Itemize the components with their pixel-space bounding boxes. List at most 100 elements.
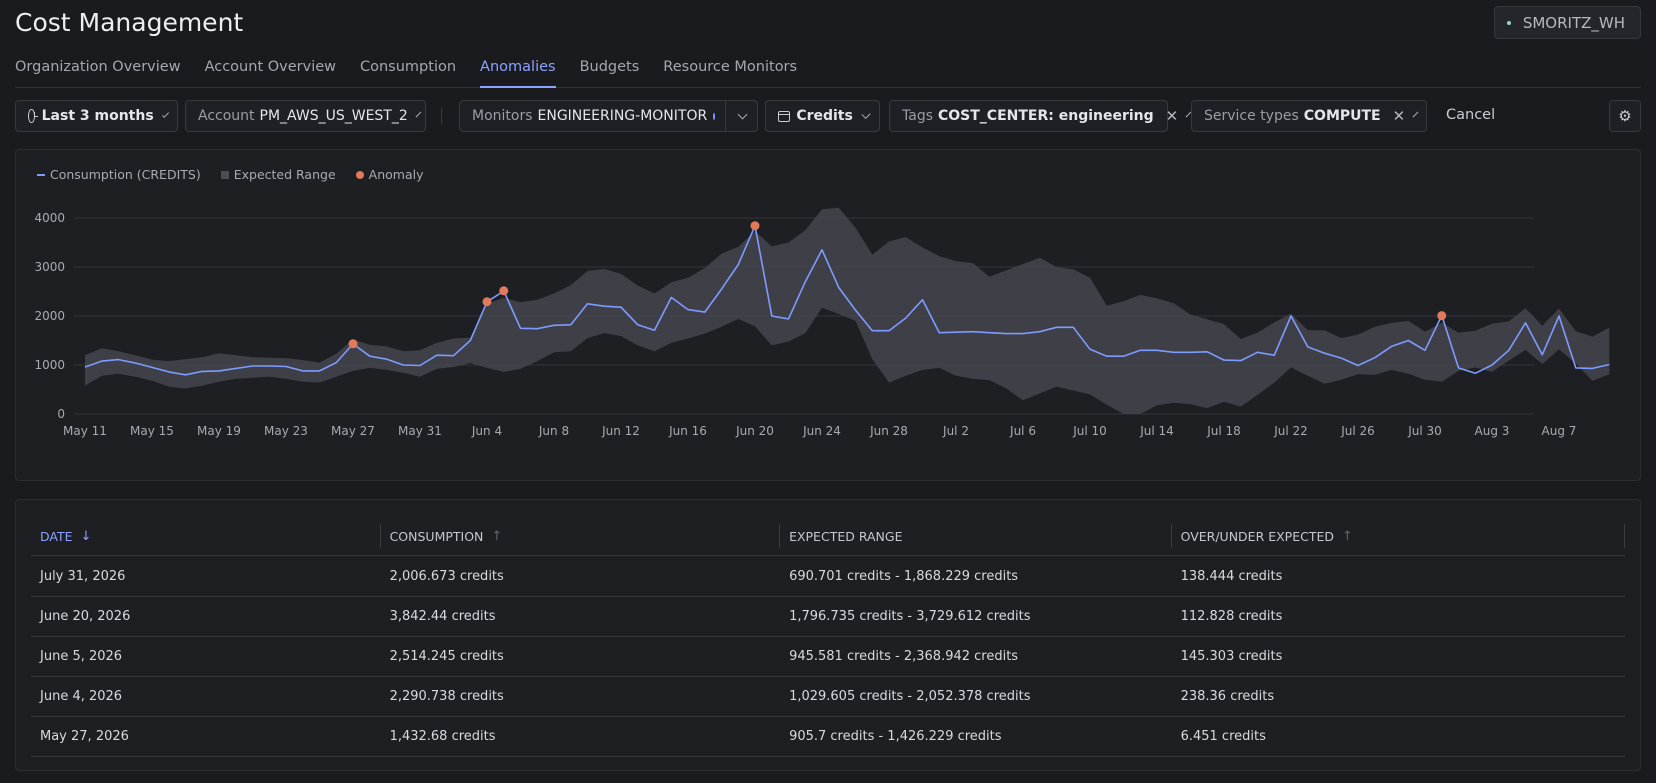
anomaly-table: DATE ↓ CONSUMPTION ↑ EXPECTED RANGE OVER/U… [15,499,1641,771]
tab-organization-overview[interactable]: Organization Overview [15,59,181,75]
gear-icon: ⚙ [1618,108,1632,125]
y-tick-label: 0 [57,407,65,421]
cell-date: June 20, 2026 [40,609,131,624]
monitors-dropdown-toggle[interactable] [725,100,758,132]
sort-arrow-down-icon: ↓ [80,528,92,544]
column-header-date[interactable]: DATE ↓ [31,524,381,548]
warehouse-label: SMORITZ_WH [1522,13,1625,32]
cell-expected-range: 905.7 credits - 1,426.229 credits [789,729,1002,744]
tab-account-overview[interactable]: Account Overview [204,59,336,75]
x-tick-label: Jul 2 [942,424,969,438]
x-tick-label: Jul 18 [1206,424,1241,438]
legend-expected-range[interactable]: Expected Range [220,167,336,182]
x-tick-label: Jun 4 [471,424,502,438]
anomaly-dot-icon [355,170,364,179]
clock-icon [28,109,38,123]
service-types-filter[interactable]: Service types COMPUTE ✕ [1191,100,1427,132]
x-tick-label: Jul 6 [1009,424,1036,438]
cell-consumption: 2,514.245 credits [389,649,504,664]
cell-expected-range: 1,796.735 credits - 3,729.612 credits [789,609,1031,624]
legend-consumption-label: Consumption (CREDITS) [50,167,201,182]
tab-resource-monitors[interactable]: Resource Monitors [663,59,798,75]
cell-consumption: 1,432.68 credits [389,729,496,744]
table-row[interactable]: June 5, 2026 2,514.245 credits 945.581 c… [31,637,1625,677]
y-tick-label: 1000 [34,358,65,372]
cell-consumption: 2,006.673 credits [389,569,504,584]
column-label: EXPECTED RANGE [789,528,903,544]
chevron-down-icon [1412,111,1419,117]
chevron-down-icon [415,111,422,117]
column-header-consumption[interactable]: CONSUMPTION ↑ [381,524,781,548]
table-row[interactable]: June 20, 2026 3,842.44 credits 1,796.735… [31,597,1625,637]
tab-consumption[interactable]: Consumption [360,59,457,75]
cell-date: June 5, 2026 [40,649,123,664]
tab-bar: Organization Overview Account Overview C… [15,56,1641,88]
column-header-expected-range[interactable]: EXPECTED RANGE [780,524,1172,548]
x-tick-label: Jul 26 [1340,424,1375,438]
monitors-value: ENGINEERING-MONITOR [537,108,708,124]
unit-value: Credits [796,108,853,124]
cell-over-under: 112.828 credits [1180,609,1283,624]
cell-consumption: 2,290.738 credits [389,689,504,704]
anomaly-chart-card: 0 1000 2000 3000 4000 May 11 May 15 May 19 May 2… [15,149,1641,481]
x-tick-label: May 31 [398,424,442,438]
date-range-value: Last 3 months [41,108,154,124]
close-icon[interactable]: ✕ [1392,107,1406,125]
y-tick-label: 4000 [34,211,65,225]
cell-date: June 4, 2026 [40,689,123,704]
cell-over-under: 145.303 credits [1180,649,1283,664]
cell-date: May 27, 2026 [40,729,129,744]
service-types-value: COMPUTE [1303,108,1381,124]
cell-over-under: 6.451 credits [1180,729,1266,744]
unit-dropdown[interactable]: Credits [765,100,880,132]
close-icon[interactable]: ✕ [1165,107,1179,125]
account-dropdown[interactable]: Account PM_AWS_US_WEST_2 [185,100,426,132]
cancel-button[interactable]: Cancel [1446,107,1496,123]
column-label: DATE [40,528,73,544]
x-tick-label: Aug 7 [1542,424,1577,438]
date-range-dropdown[interactable]: Last 3 months [15,100,178,132]
legend-consumption[interactable]: Consumption (CREDITS) [37,167,201,182]
column-label: OVER/UNDER EXPECTED [1180,528,1335,544]
monitors-selector[interactable]: Monitors ENGINEERING-MONITOR [459,100,726,132]
credit-card-icon [778,110,791,122]
x-tick-label: Jul 10 [1072,424,1107,438]
legend-anomaly[interactable]: Anomaly [355,167,424,182]
x-tick-label: Jun 24 [802,424,841,438]
cell-expected-range: 690.701 credits - 1,868.229 credits [789,569,1019,584]
filter-bar: Last 3 months Account PM_AWS_US_WEST_2 M… [15,100,1641,132]
tags-label: Tags [902,108,933,124]
cell-expected-range: 945.581 credits - 2,368.942 credits [789,649,1019,664]
x-tick-label: May 19 [197,424,241,438]
x-tick-label: Jun 28 [869,424,908,438]
x-tick-label: Jun 12 [601,424,640,438]
monitors-label: Monitors [472,108,533,124]
tags-value: COST_CENTER: engineering [938,108,1154,124]
status-dot-icon [1506,20,1511,25]
table-row[interactable]: June 4, 2026 2,290.738 credits 1,029.605… [31,677,1625,717]
legend-anomaly-label: Anomaly [368,167,424,182]
cell-consumption: 3,842.44 credits [389,609,496,624]
account-label: Account [198,108,255,124]
anomaly-chart: 0 1000 2000 3000 4000 May 11 May 15 May 19 May 2… [34,207,1610,438]
line-swatch-icon [37,173,45,176]
chevron-down-icon [861,109,871,119]
y-tick-label: 2000 [34,309,65,323]
column-label: CONSUMPTION [389,528,484,544]
table-header: DATE ↓ CONSUMPTION ↑ EXPECTED RANGE OVER/U… [31,524,1625,556]
warehouse-selector[interactable]: SMORITZ_WH [1493,6,1641,39]
service-types-label: Service types [1204,108,1299,124]
consumption-line [84,225,1610,376]
column-header-over-under[interactable]: OVER/UNDER EXPECTED ↑ [1172,524,1625,548]
x-tick-label: Jun 8 [538,424,569,438]
tab-anomalies[interactable]: Anomalies [480,56,556,88]
table-row[interactable]: July 31, 2026 2,006.673 credits 690.701 … [31,557,1625,597]
x-tick-label: May 27 [331,424,375,438]
settings-button[interactable]: ⚙ [1609,100,1641,132]
sort-arrow-up-icon: ↑ [1342,528,1353,544]
tab-budgets[interactable]: Budgets [579,59,640,75]
expected-range-band [85,207,1610,414]
chevron-down-icon [161,110,169,118]
table-row[interactable]: May 27, 2026 1,432.68 credits 905.7 cred… [31,717,1625,757]
tags-filter[interactable]: Tags COST_CENTER: engineering ✕ [889,100,1192,132]
